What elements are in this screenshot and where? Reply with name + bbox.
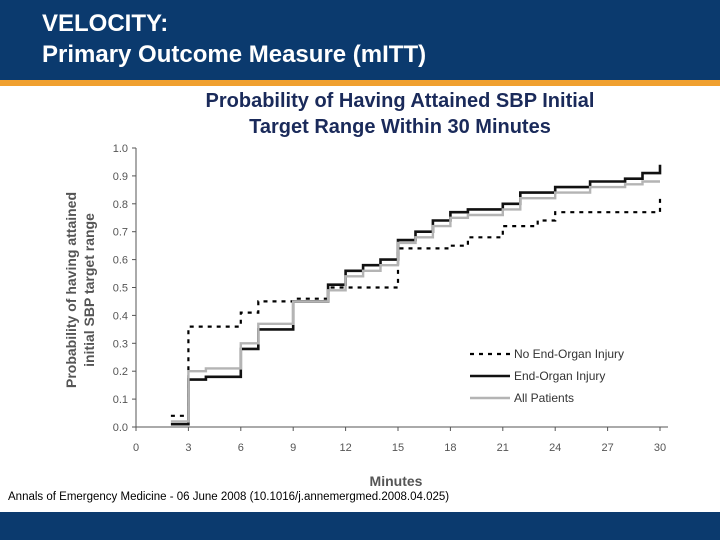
y-tick-label: 0.1 — [113, 394, 128, 406]
legend-label: End-Organ Injury — [514, 369, 605, 383]
series-layer — [170, 164, 662, 426]
y-tick-label: 0.4 — [113, 310, 128, 322]
y-tick-label: 0.5 — [113, 283, 128, 295]
y-tick-label: 1.0 — [113, 143, 128, 155]
series-line-no-end-organ-injury — [170, 198, 662, 417]
x-tick-label: 6 — [238, 442, 244, 454]
x-tick-label: 12 — [339, 442, 351, 454]
footer-bar — [0, 512, 720, 540]
y-tick-label: 0.0 — [113, 422, 128, 434]
chart-title-line2: Target Range Within 30 Minutes — [249, 116, 551, 138]
x-tick-label: 3 — [185, 442, 191, 454]
citation: Annals of Emergency Medicine - 06 June 2… — [8, 491, 450, 503]
x-tick-label: 0 — [133, 442, 139, 454]
legend-label: No End-Organ Injury — [514, 347, 624, 361]
y-tick-label: 0.2 — [113, 366, 128, 378]
y-tick-label: 0.6 — [113, 255, 128, 267]
slide-title-line1: VELOCITY: — [42, 10, 169, 37]
x-tick-label: 15 — [392, 442, 404, 454]
chart-title: Probability of Having Attained SBP Initi… — [150, 88, 650, 140]
y-tick-label: 0.8 — [113, 199, 128, 211]
x-tick-label: 30 — [654, 442, 666, 454]
header-stripe — [0, 80, 720, 86]
header-bar — [0, 0, 720, 80]
x-tick-label: 27 — [601, 442, 613, 454]
x-tick-label: 18 — [444, 442, 456, 454]
series-line-end-organ-injury — [170, 164, 662, 426]
x-tick-label: 9 — [290, 442, 296, 454]
y-tick-label: 0.9 — [113, 171, 128, 183]
y-axis-label-line1: Probability of having attained — [63, 192, 79, 388]
x-tick-label: 24 — [549, 442, 561, 454]
y-axis-label-line2: initial SBP target range — [81, 213, 97, 367]
x-axis-label: Minutes — [370, 473, 423, 489]
legend-label: All Patients — [514, 391, 574, 405]
y-tick-label: 0.7 — [113, 227, 128, 239]
x-tick-label: 21 — [497, 442, 509, 454]
series-line-all-patients — [170, 180, 660, 423]
y-tick-label: 0.3 — [113, 338, 128, 350]
chart-title-line1: Probability of Having Attained SBP Initi… — [205, 90, 595, 112]
legend: No End-Organ Injury End-Organ Injury All P… — [470, 347, 624, 405]
slide-title-line2: Primary Outcome Measure (mITT) — [42, 41, 427, 68]
axes-layer: 0.0 0.1 0.2 0.3 0.4 0.5 0.6 0.7 0.8 0.9 1.0 0 3 6 9 12 1… — [113, 143, 668, 454]
